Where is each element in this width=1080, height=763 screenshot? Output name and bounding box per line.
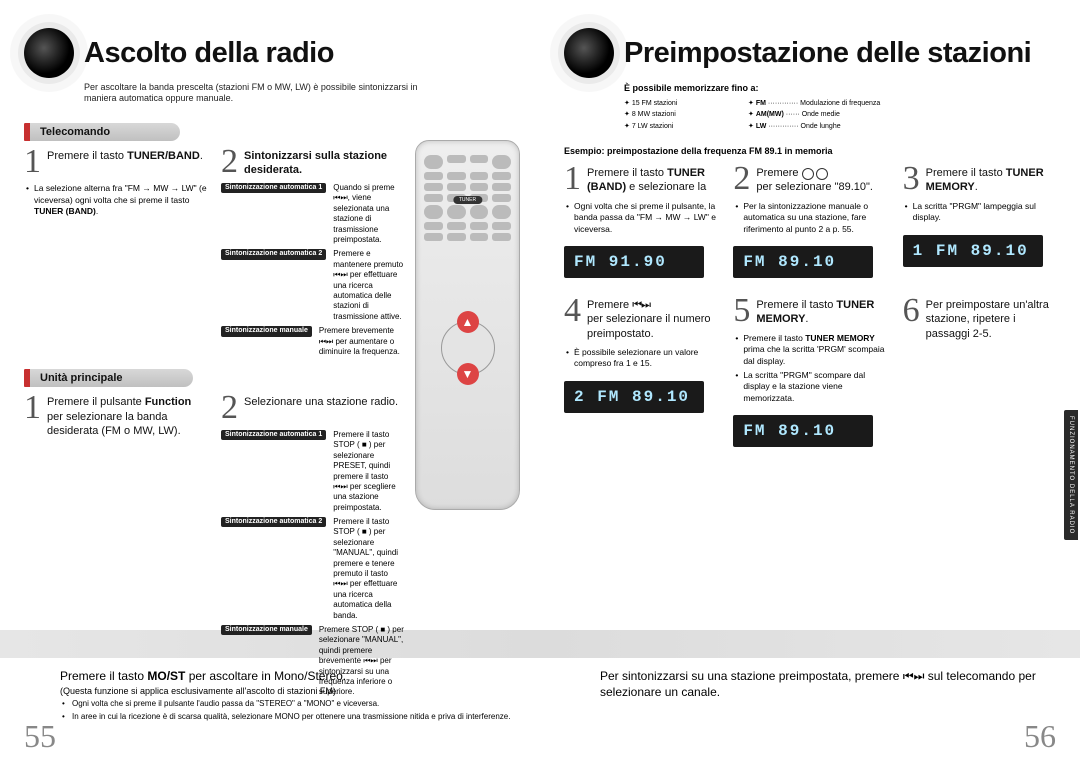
- r-step5-bullet1: Premere il tasto TUNER MEMORY prima che …: [733, 333, 886, 367]
- mem-mw-desc: ✦ AM(MW) ······ Onde medie: [748, 110, 1056, 120]
- tag-auto2: Sintonizzazione automatica 2: [221, 249, 326, 259]
- speaker-icon: [564, 28, 614, 78]
- tune-up-down-icon: [802, 168, 828, 178]
- side-tab: FUNZIONAMENTO DELLA RADIO: [1064, 410, 1078, 540]
- r-step1: Premere il tasto TUNER (BAND) e selezion…: [587, 164, 717, 195]
- step1-bullet: La selezione alterna fra "FM → MW → LW" …: [24, 183, 207, 217]
- tag-manual-text: Premere brevemente ⏮⏭ per aumentare o di…: [319, 326, 404, 357]
- left-footer-sub: (Questa funzione si applica esclusivamen…: [60, 685, 512, 697]
- right-footer-main: Per sintonizzarsi su una stazione preimp…: [600, 668, 1052, 700]
- mem-header: È possibile memorizzare fino a:: [624, 82, 1056, 95]
- r-step6: Per preimpostare un'altra stazione, ripe…: [926, 296, 1056, 341]
- remote-up-icon: ▲: [457, 311, 479, 333]
- tag-auto2-text: Premere e mantenere premuto ⏮⏭ per effet…: [333, 249, 404, 322]
- step1-text: Premere il tasto TUNER/BAND.: [47, 147, 203, 163]
- mem-lw-desc: ✦ LW ············· Onde lunghe: [748, 122, 1056, 132]
- mem-fm-desc: ✦ FM ············· Modulazione di freque…: [748, 99, 1056, 109]
- r-step5: Premere il tasto TUNER MEMORY.: [756, 296, 886, 327]
- speaker-icon: [24, 28, 74, 78]
- tag-auto2: Sintonizzazione automatica 2: [221, 517, 326, 527]
- skip-icons: ⏮⏭: [632, 299, 650, 311]
- step-number: 3: [903, 164, 920, 195]
- step-number: 2: [221, 393, 238, 424]
- lcd-display: FM 89.10: [733, 415, 873, 447]
- remote-down-icon: ▼: [457, 363, 479, 385]
- unit-step2: Selezionare una stazione radio.: [244, 393, 398, 409]
- r-step3: Premere il tasto TUNER MEMORY.: [926, 164, 1056, 195]
- unit-step1: Premere il pulsante Function per selezio…: [47, 393, 207, 438]
- tag-auto1-text: Quando si preme ⏮⏭, viene selezionata un…: [333, 183, 404, 245]
- r-step1-bullet: Ogni volta che si preme il pulsante, la …: [564, 201, 717, 235]
- step-number: 5: [733, 296, 750, 327]
- step-number: 6: [903, 296, 920, 327]
- r-step3-bullet: La scritta "PRGM" lampeggia sul display.: [903, 201, 1056, 224]
- remote-illustration: TUNER ▲ ▼: [415, 140, 520, 510]
- mem-fm: ✦ 15 FM stazioni: [624, 99, 734, 109]
- mem-mw: ✦ 8 MW stazioni: [624, 110, 734, 120]
- left-footer-main: Premere il tasto MO/ST per ascoltare in …: [60, 668, 512, 684]
- lcd-display: FM 89.10: [733, 246, 873, 278]
- r-step5-bullet2: La scritta "PRGM" scompare dal display e…: [733, 370, 886, 404]
- page-number-right: 56: [1024, 718, 1056, 755]
- r-step4-bullet: È possibile selezionare un valore compre…: [564, 347, 717, 370]
- lcd-display: 1 FM 89.10: [903, 235, 1043, 267]
- page-title: Ascolto della radio: [84, 37, 334, 70]
- remote-tuner-label: TUNER: [453, 196, 482, 204]
- section-unita: Unità principale: [24, 369, 193, 387]
- page-number-left: 55: [24, 718, 56, 755]
- step-number: 1: [564, 164, 581, 195]
- lcd-display: FM 91.90: [564, 246, 704, 278]
- step-number: 1: [24, 393, 41, 424]
- page-right: Preimpostazione delle stazioni È possibi…: [540, 0, 1080, 763]
- r-step2-bullet: Per la sintonizzazione manuale o automat…: [733, 201, 886, 235]
- tag-auto1: Sintonizzazione automatica 1: [221, 183, 326, 193]
- step-number: 2: [221, 147, 238, 178]
- mem-lw: ✦ 7 LW stazioni: [624, 122, 734, 132]
- page-left: Ascolto della radio Per ascoltare la ban…: [0, 0, 540, 763]
- tag-manual: Sintonizzazione manuale: [221, 326, 312, 336]
- left-footer-t2: In aree in cui la ricezione è di scarsa …: [60, 712, 512, 722]
- footer-band: Premere il tasto MO/ST per ascoltare in …: [0, 658, 1080, 763]
- u-tag-auto1-text: Premere il tasto STOP ( ■ ) per selezion…: [333, 430, 404, 513]
- tag-auto1: Sintonizzazione automatica 1: [221, 430, 326, 440]
- example-line: Esempio: preimpostazione della frequenza…: [564, 146, 1056, 156]
- tag-manual: Sintonizzazione manuale: [221, 625, 312, 635]
- u-tag-auto2-text: Premere il tasto STOP ( ■ ) per selezion…: [333, 517, 404, 621]
- r-step4: Premere ⏮⏭ per selezionare il numero pre…: [587, 296, 717, 341]
- step-number: 2: [733, 164, 750, 195]
- r-step2: Premere per selezionare "89.10".: [756, 164, 873, 195]
- step2-text: Sintonizzarsi sulla stazione desiderata.: [244, 147, 404, 178]
- left-footer-t1: Ogni volta che si preme il pulsante l'au…: [60, 699, 512, 709]
- step-number: 4: [564, 296, 581, 327]
- lcd-display: 2 FM 89.10: [564, 381, 704, 413]
- page-title: Preimpostazione delle stazioni: [624, 37, 1031, 70]
- page-subtitle: Per ascoltare la banda prescelta (stazio…: [84, 82, 444, 105]
- step-number: 1: [24, 147, 41, 178]
- section-telecomando: Telecomando: [24, 123, 180, 141]
